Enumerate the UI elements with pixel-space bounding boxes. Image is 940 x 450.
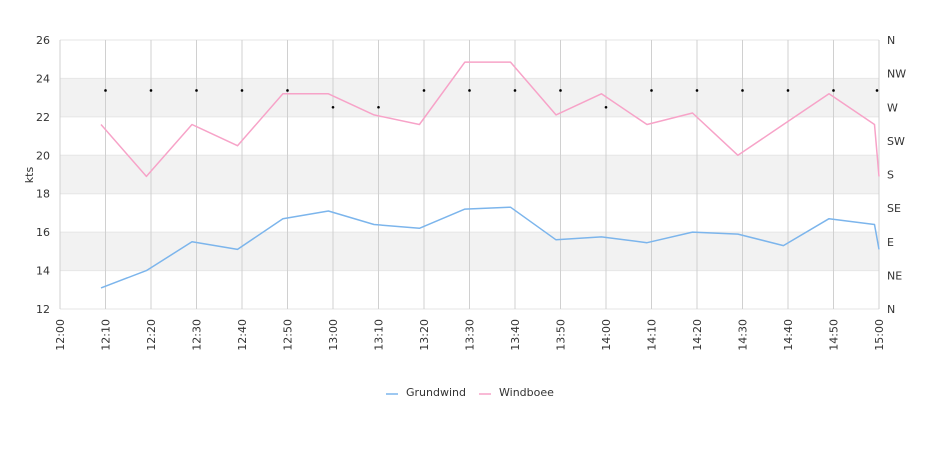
y-tick-label-3: 18 [36, 188, 50, 201]
direction-point [786, 89, 790, 92]
direction-tick-label-4: S [887, 169, 894, 182]
direction-point [377, 105, 380, 109]
x-tick-label-12: 14:00 [600, 319, 613, 351]
x-tick-label-18: 15:00 [873, 319, 886, 351]
x-tick-label-9: 13:30 [464, 319, 477, 351]
x-tick-label-14: 14:20 [691, 319, 704, 351]
grid-lines [59, 39, 880, 310]
y-tick-label-0: 12 [36, 303, 50, 316]
y-tick-label-4: 20 [36, 149, 50, 162]
y-axis-ticks: 12 14 16 18 20 22 24 26 [36, 34, 50, 316]
direction-tick-label-2: E [887, 236, 894, 249]
direction-point [104, 89, 107, 92]
x-axis-ticks: 12:00 12:10 12:20 12:30 12:40 12:50 13:00 13:10… [54, 319, 886, 351]
direction-point [240, 89, 244, 92]
direction-tick-label-6: W [887, 101, 898, 114]
direction-tick-label-3: SE [887, 202, 901, 215]
direction-point [149, 89, 153, 92]
legend[interactable]: Grundwind Windboee [386, 386, 554, 399]
direction-point [513, 89, 517, 92]
y-axis-label: kts [23, 167, 36, 184]
x-tick-label-2: 12:20 [145, 319, 158, 351]
legend-item-windboee[interactable]: Windboee [479, 386, 554, 399]
x-tick-label-8: 13:20 [418, 319, 431, 351]
y-tick-label-7: 26 [36, 34, 50, 47]
direction-tick-label-1: NE [887, 269, 902, 282]
legend-item-grundwind[interactable]: Grundwind [386, 386, 466, 399]
direction-point [650, 89, 653, 92]
x-tick-label-10: 13:40 [509, 319, 522, 351]
legend-label-windboee: Windboee [499, 386, 554, 399]
direction-point [604, 105, 608, 109]
series-lines [100, 61, 880, 289]
x-tick-label-3: 12:30 [191, 319, 204, 351]
x-tick-label-16: 14:40 [782, 319, 795, 351]
direction-tick-label-5: SW [887, 135, 905, 148]
direction-tick-label-7: NW [887, 68, 906, 81]
y-tick-label-2: 16 [36, 226, 50, 239]
x-tick-label-17: 14:50 [828, 319, 841, 351]
x-tick-label-1: 12:10 [100, 319, 113, 351]
x-tick-label-11: 13:50 [555, 319, 568, 351]
direction-point [195, 89, 198, 92]
x-tick-label-6: 13:00 [327, 319, 340, 351]
y-tick-label-6: 24 [36, 72, 50, 85]
direction-point [331, 105, 335, 109]
direction-tick-label-0: N [887, 303, 895, 316]
x-tick-label-13: 14:10 [646, 319, 659, 351]
direction-point [422, 89, 426, 92]
direction-axis-ticks: N NE E SE S SW W NW N [887, 34, 906, 316]
y-tick-label-5: 22 [36, 111, 50, 124]
direction-point [468, 89, 471, 92]
direction-markers [104, 89, 879, 109]
x-tick-label-7: 13:10 [373, 319, 386, 351]
direction-point [286, 89, 289, 92]
x-tick-label-15: 14:30 [737, 319, 750, 351]
x-tick-label-0: 12:00 [54, 319, 67, 351]
direction-point [741, 89, 744, 92]
x-tick-label-5: 12:50 [282, 319, 295, 351]
legend-label-grundwind: Grundwind [406, 386, 466, 399]
y-tick-label-1: 14 [36, 265, 50, 278]
direction-tick-label-8: N [887, 34, 895, 47]
direction-point [695, 89, 699, 92]
direction-point [559, 89, 562, 92]
series-line-windboee [100, 61, 880, 178]
direction-point [832, 89, 835, 92]
series-line-grundwind [100, 206, 880, 289]
x-tick-label-4: 12:40 [236, 319, 249, 351]
direction-point [875, 89, 879, 92]
